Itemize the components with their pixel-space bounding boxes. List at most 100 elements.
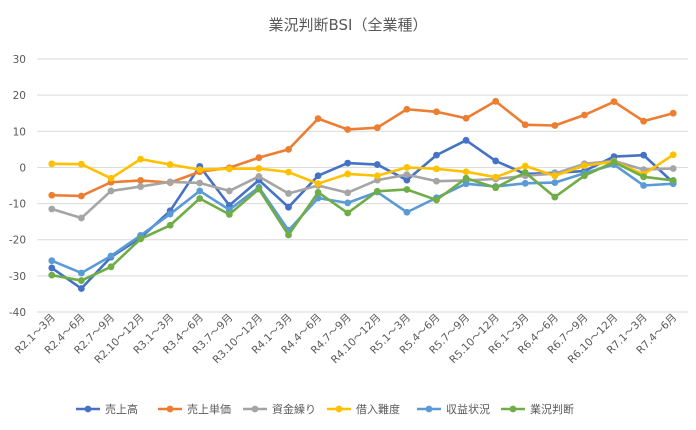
legend-item: 売上単価 xyxy=(158,402,231,416)
series-line xyxy=(51,153,674,185)
data-point xyxy=(521,179,529,187)
data-point xyxy=(225,211,233,218)
data-point xyxy=(255,185,263,193)
data-point xyxy=(344,159,352,167)
series-line xyxy=(51,163,674,275)
legend-label: 借入難度 xyxy=(356,402,400,416)
data-point xyxy=(225,165,233,173)
data-point xyxy=(48,271,56,279)
legend-item: 業況判断 xyxy=(501,402,574,416)
data-point xyxy=(77,285,85,292)
data-point xyxy=(640,182,648,189)
data-point xyxy=(403,208,411,216)
data-point xyxy=(107,174,115,182)
legend-item: 資金繰り xyxy=(243,402,316,416)
data-point xyxy=(462,136,470,144)
series-line xyxy=(51,139,675,290)
legend-item: 収益状況 xyxy=(417,402,490,416)
data-point xyxy=(314,172,322,180)
data-point xyxy=(285,190,292,197)
data-point xyxy=(492,97,500,105)
data-point xyxy=(48,264,56,272)
data-point xyxy=(196,179,204,187)
data-point xyxy=(285,231,292,239)
data-point xyxy=(669,151,677,159)
data-point xyxy=(166,178,174,186)
data-point xyxy=(77,160,85,168)
legend-label: 売上単価 xyxy=(187,402,231,416)
series-line xyxy=(51,159,674,220)
data-point xyxy=(48,191,56,199)
data-point xyxy=(48,257,56,265)
y-tick-label: -40 xyxy=(9,307,26,319)
data-point xyxy=(255,154,263,162)
data-point xyxy=(344,199,352,207)
data-point xyxy=(107,252,115,260)
legend-label: 業況判断 xyxy=(530,402,574,416)
data-point xyxy=(433,165,440,173)
data-point xyxy=(77,214,85,222)
data-point xyxy=(403,164,411,171)
data-point xyxy=(166,210,174,218)
x-axis-ticks: R2.1～3月R2.4～6月R2.7～9月R2.10～12月R3.1～3月R3.… xyxy=(13,312,679,366)
y-axis-ticks: 30 20 10 0 -10 -20 -30 -40 xyxy=(9,54,26,319)
data-point xyxy=(551,172,559,180)
data-point xyxy=(107,187,115,195)
data-point xyxy=(403,176,411,184)
data-point xyxy=(669,177,677,184)
data-point xyxy=(433,177,440,185)
data-point xyxy=(344,126,352,133)
data-point xyxy=(137,155,144,163)
data-point xyxy=(640,166,648,174)
data-point xyxy=(521,121,529,129)
data-point xyxy=(77,269,85,277)
data-point xyxy=(373,187,381,195)
data-point xyxy=(373,124,381,132)
data-point xyxy=(314,188,322,196)
data-point xyxy=(551,122,559,129)
data-point xyxy=(640,173,648,181)
data-point xyxy=(137,235,144,243)
data-point xyxy=(344,209,352,217)
data-point xyxy=(403,105,411,113)
data-point xyxy=(492,173,500,181)
data-point xyxy=(521,162,529,170)
data-point xyxy=(107,263,115,271)
y-tick-label: 10 xyxy=(13,126,26,138)
y-tick-label: -10 xyxy=(9,199,26,211)
y-tick-label: 20 xyxy=(13,90,26,102)
legend-swatch-marker xyxy=(251,405,259,413)
data-point xyxy=(433,151,440,159)
series-line xyxy=(51,99,674,198)
data-point xyxy=(403,186,411,193)
data-point xyxy=(462,168,470,176)
data-point xyxy=(344,189,352,197)
data-point xyxy=(137,183,144,190)
data-point xyxy=(285,145,292,153)
data-point xyxy=(669,109,677,117)
data-point xyxy=(610,158,618,166)
data-point xyxy=(166,161,174,168)
data-point xyxy=(462,114,470,122)
data-point xyxy=(255,173,263,180)
data-point xyxy=(314,180,322,188)
legend-swatch-marker xyxy=(166,405,174,413)
data-point xyxy=(373,161,381,168)
legend: 売上高 売上単価 資金繰り 借入難度 収益状況 業況判断 xyxy=(76,402,574,416)
data-point xyxy=(344,170,352,178)
data-point xyxy=(314,115,322,123)
data-point xyxy=(433,196,440,204)
data-point xyxy=(403,171,411,179)
data-point xyxy=(166,221,174,229)
data-point xyxy=(196,166,204,174)
legend-label: 収益状況 xyxy=(446,402,490,416)
data-point xyxy=(581,172,588,180)
data-point xyxy=(581,111,588,119)
data-point xyxy=(551,179,559,187)
data-point xyxy=(462,180,470,188)
data-point xyxy=(492,157,500,165)
data-point xyxy=(137,177,144,184)
series-6 xyxy=(48,158,677,284)
data-point xyxy=(196,195,204,202)
